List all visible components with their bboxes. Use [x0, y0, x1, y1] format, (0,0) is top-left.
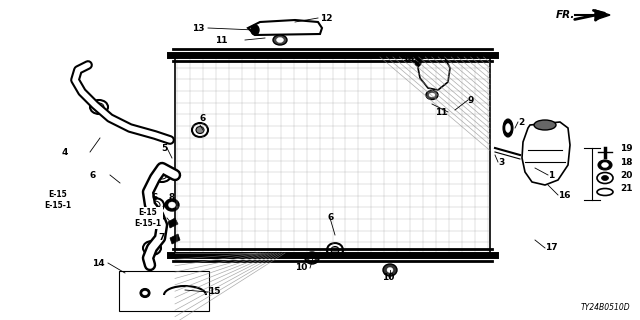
Text: 20: 20: [620, 171, 632, 180]
Text: 6: 6: [90, 171, 96, 180]
Text: 19: 19: [620, 143, 632, 153]
Ellipse shape: [165, 199, 179, 211]
Text: 18: 18: [620, 157, 632, 166]
Ellipse shape: [506, 124, 511, 132]
Ellipse shape: [276, 37, 284, 43]
Text: 11: 11: [216, 36, 228, 44]
Ellipse shape: [598, 160, 612, 170]
Polygon shape: [170, 234, 180, 244]
Text: 14: 14: [152, 213, 165, 222]
Text: 2: 2: [518, 117, 524, 126]
Ellipse shape: [196, 126, 204, 133]
Text: 7: 7: [159, 234, 165, 243]
Text: TY24B0510D: TY24B0510D: [580, 303, 630, 312]
Ellipse shape: [383, 264, 397, 276]
Ellipse shape: [602, 163, 609, 167]
Ellipse shape: [140, 289, 150, 298]
Text: 4: 4: [61, 148, 68, 156]
Text: FR.: FR.: [556, 10, 575, 20]
Text: 13: 13: [193, 23, 205, 33]
Ellipse shape: [415, 58, 421, 66]
Ellipse shape: [429, 93, 435, 97]
Ellipse shape: [168, 202, 175, 208]
Ellipse shape: [143, 291, 147, 295]
Ellipse shape: [534, 120, 556, 130]
Text: 8: 8: [169, 194, 175, 203]
Ellipse shape: [602, 175, 609, 180]
Text: 17: 17: [545, 244, 557, 252]
Text: 16: 16: [558, 190, 570, 199]
Polygon shape: [595, 10, 610, 20]
Text: 12: 12: [320, 13, 333, 22]
Text: 13: 13: [402, 53, 415, 62]
Ellipse shape: [305, 252, 319, 264]
Text: 9: 9: [468, 95, 474, 105]
Text: 6: 6: [328, 213, 334, 222]
Text: 14: 14: [92, 259, 105, 268]
Text: 3: 3: [498, 157, 504, 166]
Text: 21: 21: [620, 183, 632, 193]
Ellipse shape: [331, 246, 339, 253]
Text: 6: 6: [152, 194, 158, 203]
Text: 15: 15: [208, 287, 221, 297]
Ellipse shape: [251, 25, 259, 35]
Text: 5: 5: [161, 143, 167, 153]
Polygon shape: [168, 218, 178, 228]
Text: E-15
E-15-1: E-15 E-15-1: [44, 190, 72, 210]
Text: E-15
E-15-1: E-15 E-15-1: [134, 208, 161, 228]
Ellipse shape: [309, 255, 315, 260]
Text: 10: 10: [294, 263, 307, 273]
Ellipse shape: [503, 119, 513, 137]
Text: 11: 11: [435, 108, 448, 116]
Text: 6: 6: [200, 114, 206, 123]
Text: 1: 1: [548, 171, 554, 180]
Text: 10: 10: [382, 274, 394, 283]
Ellipse shape: [426, 91, 438, 100]
Ellipse shape: [273, 35, 287, 45]
Ellipse shape: [387, 268, 393, 273]
